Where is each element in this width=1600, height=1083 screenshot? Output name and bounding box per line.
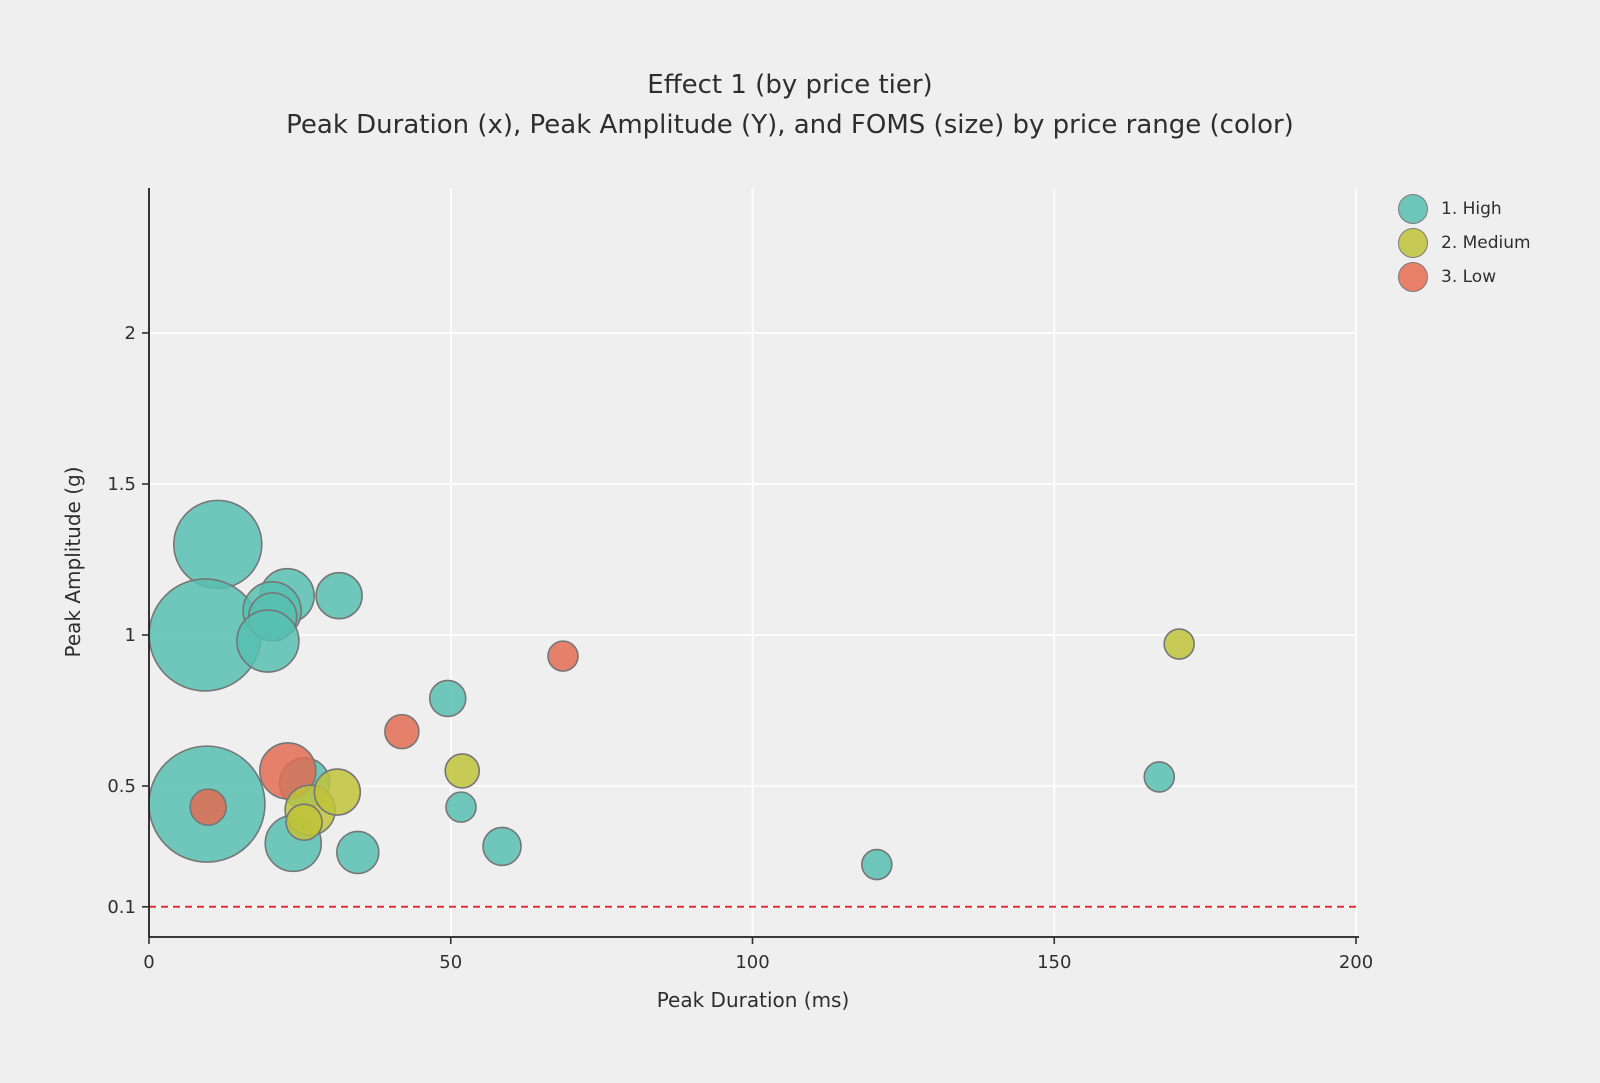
x-tick-label: 0 [143,952,154,973]
legend-item-low[interactable]: 3. Low [1398,262,1531,292]
bubble-high[interactable] [336,830,380,875]
bubble-medium[interactable] [1163,628,1195,660]
bubble-high[interactable] [1143,761,1176,793]
legend: 1. High 2. Medium 3. Low [1398,194,1531,292]
bubble-layer [149,499,1195,881]
chart-title: Effect 1 (by price tier) [647,70,933,100]
bubble-medium[interactable] [444,753,481,789]
chart-subtitle: Peak Duration (x), Peak Amplitude (Y), a… [286,110,1294,140]
bubble-high[interactable] [172,499,263,590]
x-tick-label: 50 [439,952,462,973]
x-axis-label: Peak Duration (ms) [656,988,850,1012]
legend-swatch-medium-icon [1398,228,1428,258]
legend-swatch-high-icon [1398,194,1428,224]
y-tick-label: 0.5 [107,776,136,797]
y-tick-label: 1.5 [107,474,136,495]
x-tick-label: 200 [1339,952,1373,973]
legend-label-high: 1. High [1441,199,1502,219]
bubble-low[interactable] [189,788,227,826]
bubble-high[interactable] [315,571,363,620]
legend-label-medium: 2. Medium [1441,233,1531,253]
bubble-high[interactable] [428,679,467,718]
bubble-high[interactable] [236,609,300,673]
bubble-low[interactable] [547,640,579,672]
bubble-high[interactable] [445,791,477,823]
x-tick-label: 150 [1037,952,1071,973]
y-tick-label: 0.1 [107,897,136,918]
legend-item-medium[interactable]: 2. Medium [1398,228,1531,258]
bubble-medium[interactable] [313,768,362,816]
bubble-medium[interactable] [285,803,323,842]
legend-label-low: 3. Low [1441,267,1497,287]
y-axis-label: Peak Amplitude (g) [61,466,85,658]
legend-swatch-low-icon [1398,262,1428,292]
legend-item-high[interactable]: 1. High [1398,194,1531,224]
bubble-high[interactable] [861,848,893,881]
bubble-high[interactable] [482,826,522,867]
x-tick-label: 100 [735,952,769,973]
y-tick-label: 2 [125,323,136,344]
y-tick-label: 1 [125,625,136,646]
bubble-low[interactable] [384,713,420,750]
